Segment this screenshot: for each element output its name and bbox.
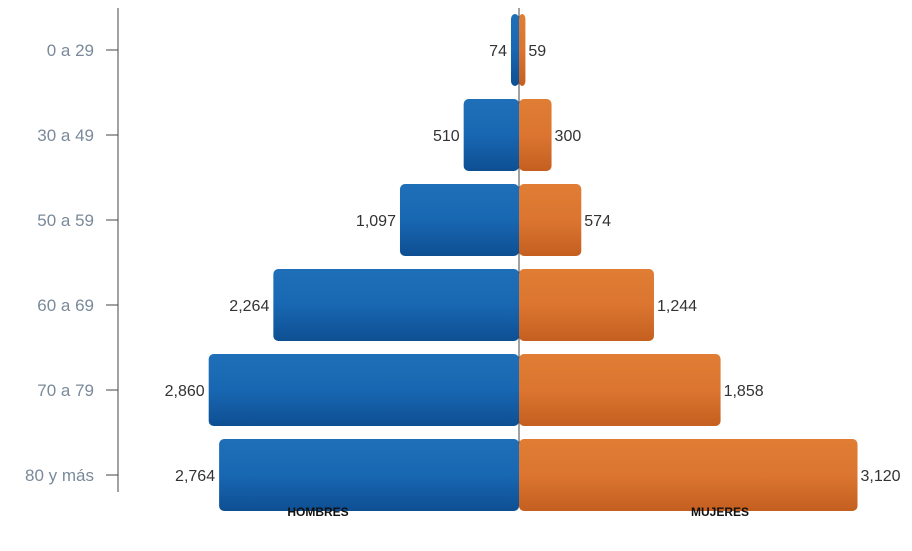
bar-mujeres <box>519 354 721 426</box>
data-label-hombres: 2,764 <box>175 468 215 485</box>
data-label-mujeres: 3,120 <box>861 468 901 485</box>
bar-hombres <box>463 99 519 171</box>
data-label-mujeres: 574 <box>584 213 611 230</box>
y-tick-label: 80 y más <box>25 466 94 485</box>
data-label-hombres: 1,097 <box>356 213 396 230</box>
y-tick-label: 30 a 49 <box>37 126 94 145</box>
legend-mujeres: MUJERES <box>691 505 749 519</box>
data-label-mujeres: 1,858 <box>724 383 764 400</box>
data-label-mujeres: 300 <box>555 128 582 145</box>
bar-hombres <box>510 14 519 86</box>
data-label-mujeres: 59 <box>528 43 546 60</box>
bar-mujeres <box>519 184 582 256</box>
bar-mujeres <box>519 269 654 341</box>
data-label-hombres: 2,860 <box>165 383 205 400</box>
y-tick-label: 50 a 59 <box>37 211 94 230</box>
y-tick-label: 60 a 69 <box>37 296 94 315</box>
bar-hombres <box>399 184 519 256</box>
bar-hombres <box>219 439 519 511</box>
y-tick-label: 0 a 29 <box>47 41 94 60</box>
bar-hombres <box>273 269 519 341</box>
bar-mujeres <box>519 439 858 511</box>
bar-hombres <box>208 354 519 426</box>
data-label-mujeres: 1,244 <box>657 298 697 315</box>
data-label-hombres: 74 <box>489 43 507 60</box>
bar-mujeres <box>519 99 552 171</box>
data-label-hombres: 510 <box>433 128 460 145</box>
data-label-hombres: 2,264 <box>229 298 269 315</box>
bar-mujeres <box>519 14 526 86</box>
y-tick-label: 70 a 79 <box>37 381 94 400</box>
legend-hombres: HOMBRES <box>287 505 348 519</box>
